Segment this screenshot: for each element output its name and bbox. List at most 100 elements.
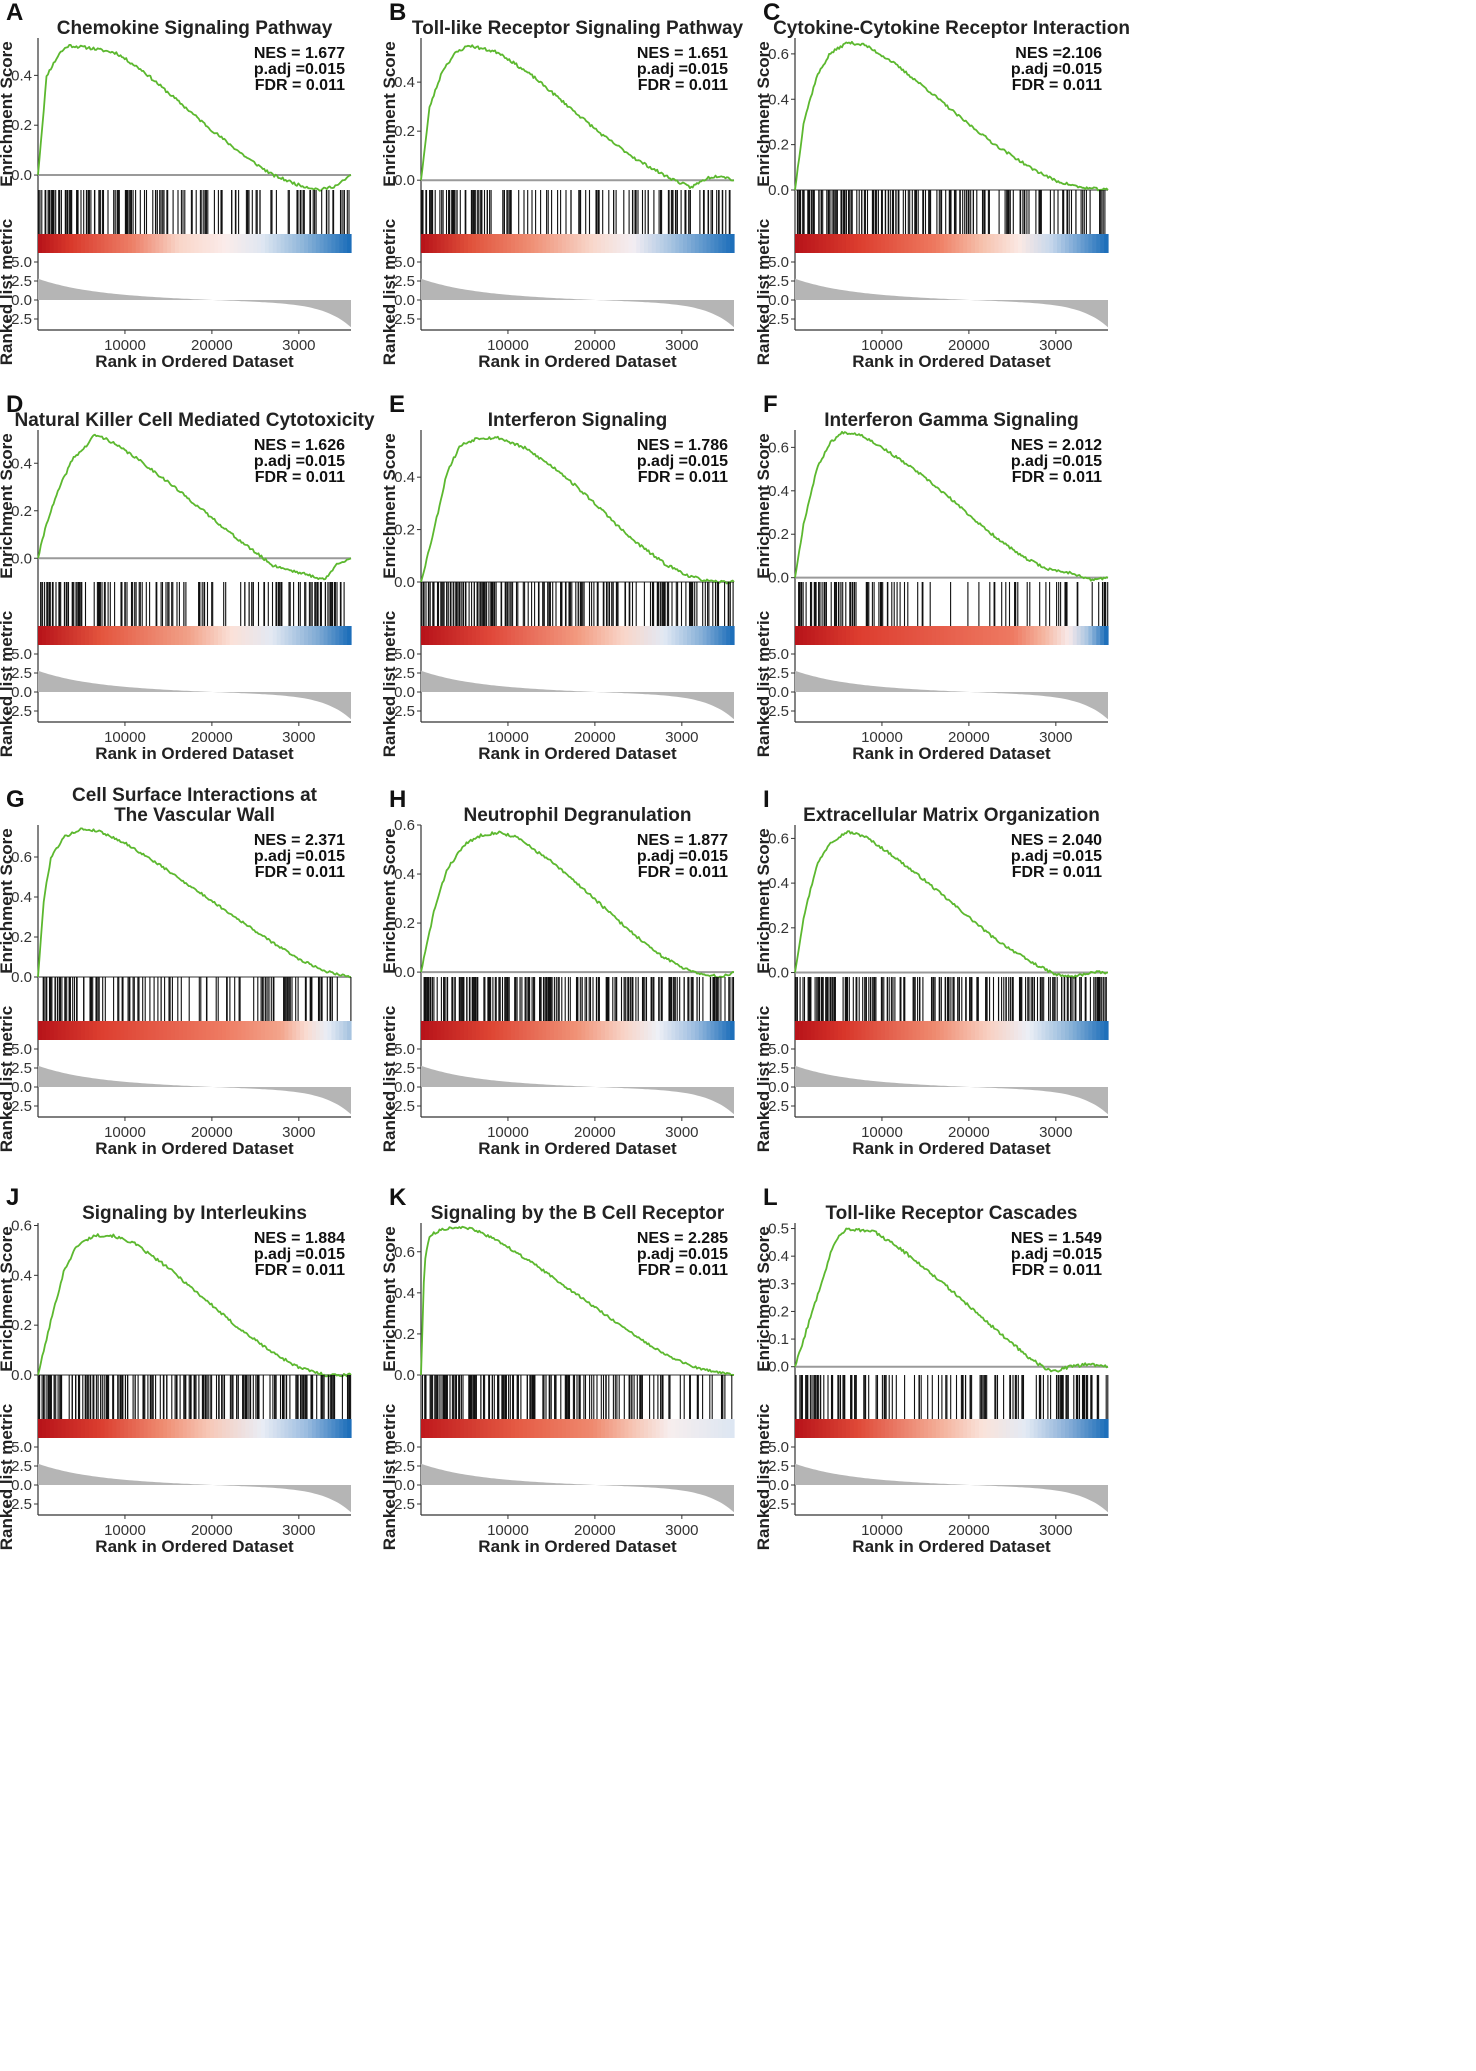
panel-f-ramp-cell: [1010, 626, 1015, 645]
panel-a-ramp-cell: [190, 234, 196, 253]
panel-j-x-tick-label: 10000: [104, 1522, 146, 1539]
panel-b-ramp-cell: [424, 234, 430, 253]
panel-l-ramp-cell: [1057, 1419, 1062, 1438]
panel-f-ramp-cell: [1080, 626, 1086, 645]
panel-k-metric-tick-label: -2.5: [389, 1496, 415, 1513]
panel-d-ramp-cell: [120, 626, 125, 645]
panel-f-ramp-cell: [857, 626, 863, 645]
panel-d-ramp-cell: [304, 626, 309, 645]
panel-f-ramp-cell: [842, 626, 847, 645]
panel-g-y-tick-label: 0.6: [11, 849, 32, 866]
panel-e-ramp-cell: [475, 626, 481, 645]
panel-f-ramp-cell: [1045, 626, 1050, 645]
panel-l-ramp-cell: [802, 1419, 808, 1438]
panel-k-ramp-cell: [585, 1419, 590, 1438]
panel-f-ramp-cell: [920, 626, 925, 645]
panel-a-ramp-cell: [61, 234, 66, 253]
panel-k-ramp-cell: [424, 1419, 430, 1438]
panel-g-ramp-cell: [272, 1021, 278, 1040]
panel-e-metric-tick-label: -2.5: [389, 703, 415, 720]
panel-h-ramp-cell: [573, 1021, 579, 1040]
panel-k-ramp-cell: [573, 1419, 579, 1438]
panel-l-ramp-cell: [904, 1419, 909, 1438]
panel-i-es-curve: [794, 830, 1109, 979]
panel-l-padj: p.adj =0.015: [1011, 1246, 1102, 1263]
panel-i-ramp-cell: [916, 1021, 921, 1040]
panel-b-ramp-cell: [722, 234, 727, 253]
panel-b-ramp-cell: [659, 234, 665, 253]
panel-b-y-tick-label: 0.4: [394, 74, 415, 91]
panel-j-ramp-cell: [116, 1419, 121, 1438]
panel-e-ramp-cell: [511, 626, 516, 645]
panel-k-xlabel: Rank in Ordered Dataset: [478, 1537, 677, 1556]
panel-e-ramp-cell: [577, 626, 582, 645]
panel-c-ramp-cell: [806, 234, 812, 253]
panel-d-metric-tick-label: 5.0: [11, 646, 32, 663]
panel-b-ramp-cell: [593, 234, 598, 253]
panel-d-x-tick-label: 20000: [191, 729, 233, 746]
panel-j-ramp-cell: [210, 1419, 215, 1438]
panel-k-ramp-cell: [612, 1419, 618, 1438]
panel-b-ramp-cell: [679, 234, 684, 253]
panel-i-ramp-cell: [845, 1021, 851, 1040]
panel-l-ramp-cell: [947, 1419, 953, 1438]
panel-j-ramp-cell: [335, 1419, 340, 1438]
panel-d-hits: [40, 582, 345, 626]
panel-d-ramp-cell: [229, 626, 235, 645]
panel-f-ramp-cell: [1014, 626, 1019, 645]
panel-k-ramp-cell: [534, 1419, 539, 1438]
panel-e-ramp-cell: [730, 626, 735, 645]
panel-g-ramp-cell: [163, 1021, 168, 1040]
panel-h-ramp-cell: [503, 1021, 508, 1040]
panel-l-y-tick-label: 0.1: [768, 1331, 789, 1348]
panel-c-ramp-cell: [877, 234, 882, 253]
panel-j-fdr: FDR = 0.011: [255, 1262, 345, 1279]
panel-d-ramp-cell: [343, 626, 348, 645]
panel-l-ramp-cell: [869, 1419, 874, 1438]
panel-l-ramp-cell: [826, 1419, 831, 1438]
panel-a-ramp-cell: [237, 234, 242, 253]
panel-i-ramp-cell: [838, 1021, 843, 1040]
panel-e-ramp-cell: [691, 626, 696, 645]
panel-l-ramp-cell: [939, 1419, 945, 1438]
panel-c-ramp-cell: [834, 234, 839, 253]
panel-k-ramp-cell: [557, 1419, 563, 1438]
panel-b: B Toll-like Receptor Signaling Pathway 0.0…: [380, 0, 744, 371]
panel-j-ramp-cell: [190, 1419, 196, 1438]
panel-c-ramp-cell: [1084, 234, 1089, 253]
panel-g-ramp-cell: [276, 1021, 282, 1040]
panel-c-ramp-cell: [975, 234, 980, 253]
panel-d-ramp-cell: [233, 626, 239, 645]
panel-d-ramp-cell: [73, 626, 78, 645]
panel-b-ramp-cell: [683, 234, 688, 253]
panel-a-ramp-cell: [343, 234, 348, 253]
panel-g-ramp-cell: [198, 1021, 203, 1040]
panel-f-ramp-cell: [1057, 626, 1062, 645]
panel-a-ramp-cell: [81, 234, 86, 253]
panel-e-ramp-cell: [479, 626, 485, 645]
panel-f-ramp-cell: [888, 626, 894, 645]
panel-f-ramp-cell: [900, 626, 906, 645]
panel-c-ramp-cell: [845, 234, 851, 253]
panel-b-ramp-cell: [694, 234, 700, 253]
panel-j-ramp-cell: [69, 1419, 74, 1438]
panel-h-ramp-cell: [726, 1021, 731, 1040]
panel-g-ramp-cell: [171, 1021, 176, 1040]
panel-j-y-tick-label: 0.6: [11, 1217, 32, 1234]
panel-d-ramp-cell: [347, 626, 352, 645]
panel-h-rank-ramp: [421, 1021, 735, 1040]
panel-a-nes: NES = 1.677: [254, 45, 345, 62]
panel-e-ramp-cell: [491, 626, 496, 645]
panel-g-ramp-cell: [221, 1021, 227, 1040]
panel-f-ramp-cell: [986, 626, 992, 645]
panel-h-ramp-cell: [608, 1021, 614, 1040]
panel-c-metric-area: [795, 278, 1108, 328]
panel-j-ramp-cell: [104, 1419, 109, 1438]
panel-h-metric-area: [421, 1065, 734, 1115]
panel-b-ramp-cell: [675, 234, 680, 253]
panel-e-metric-tick-label: 0.0: [394, 684, 415, 701]
panel-b-ramp-cell: [616, 234, 622, 253]
panel-h-ramp-cell: [495, 1021, 500, 1040]
panel-k-ramp-cell: [444, 1419, 449, 1438]
panel-f-ramp-cell: [865, 626, 870, 645]
